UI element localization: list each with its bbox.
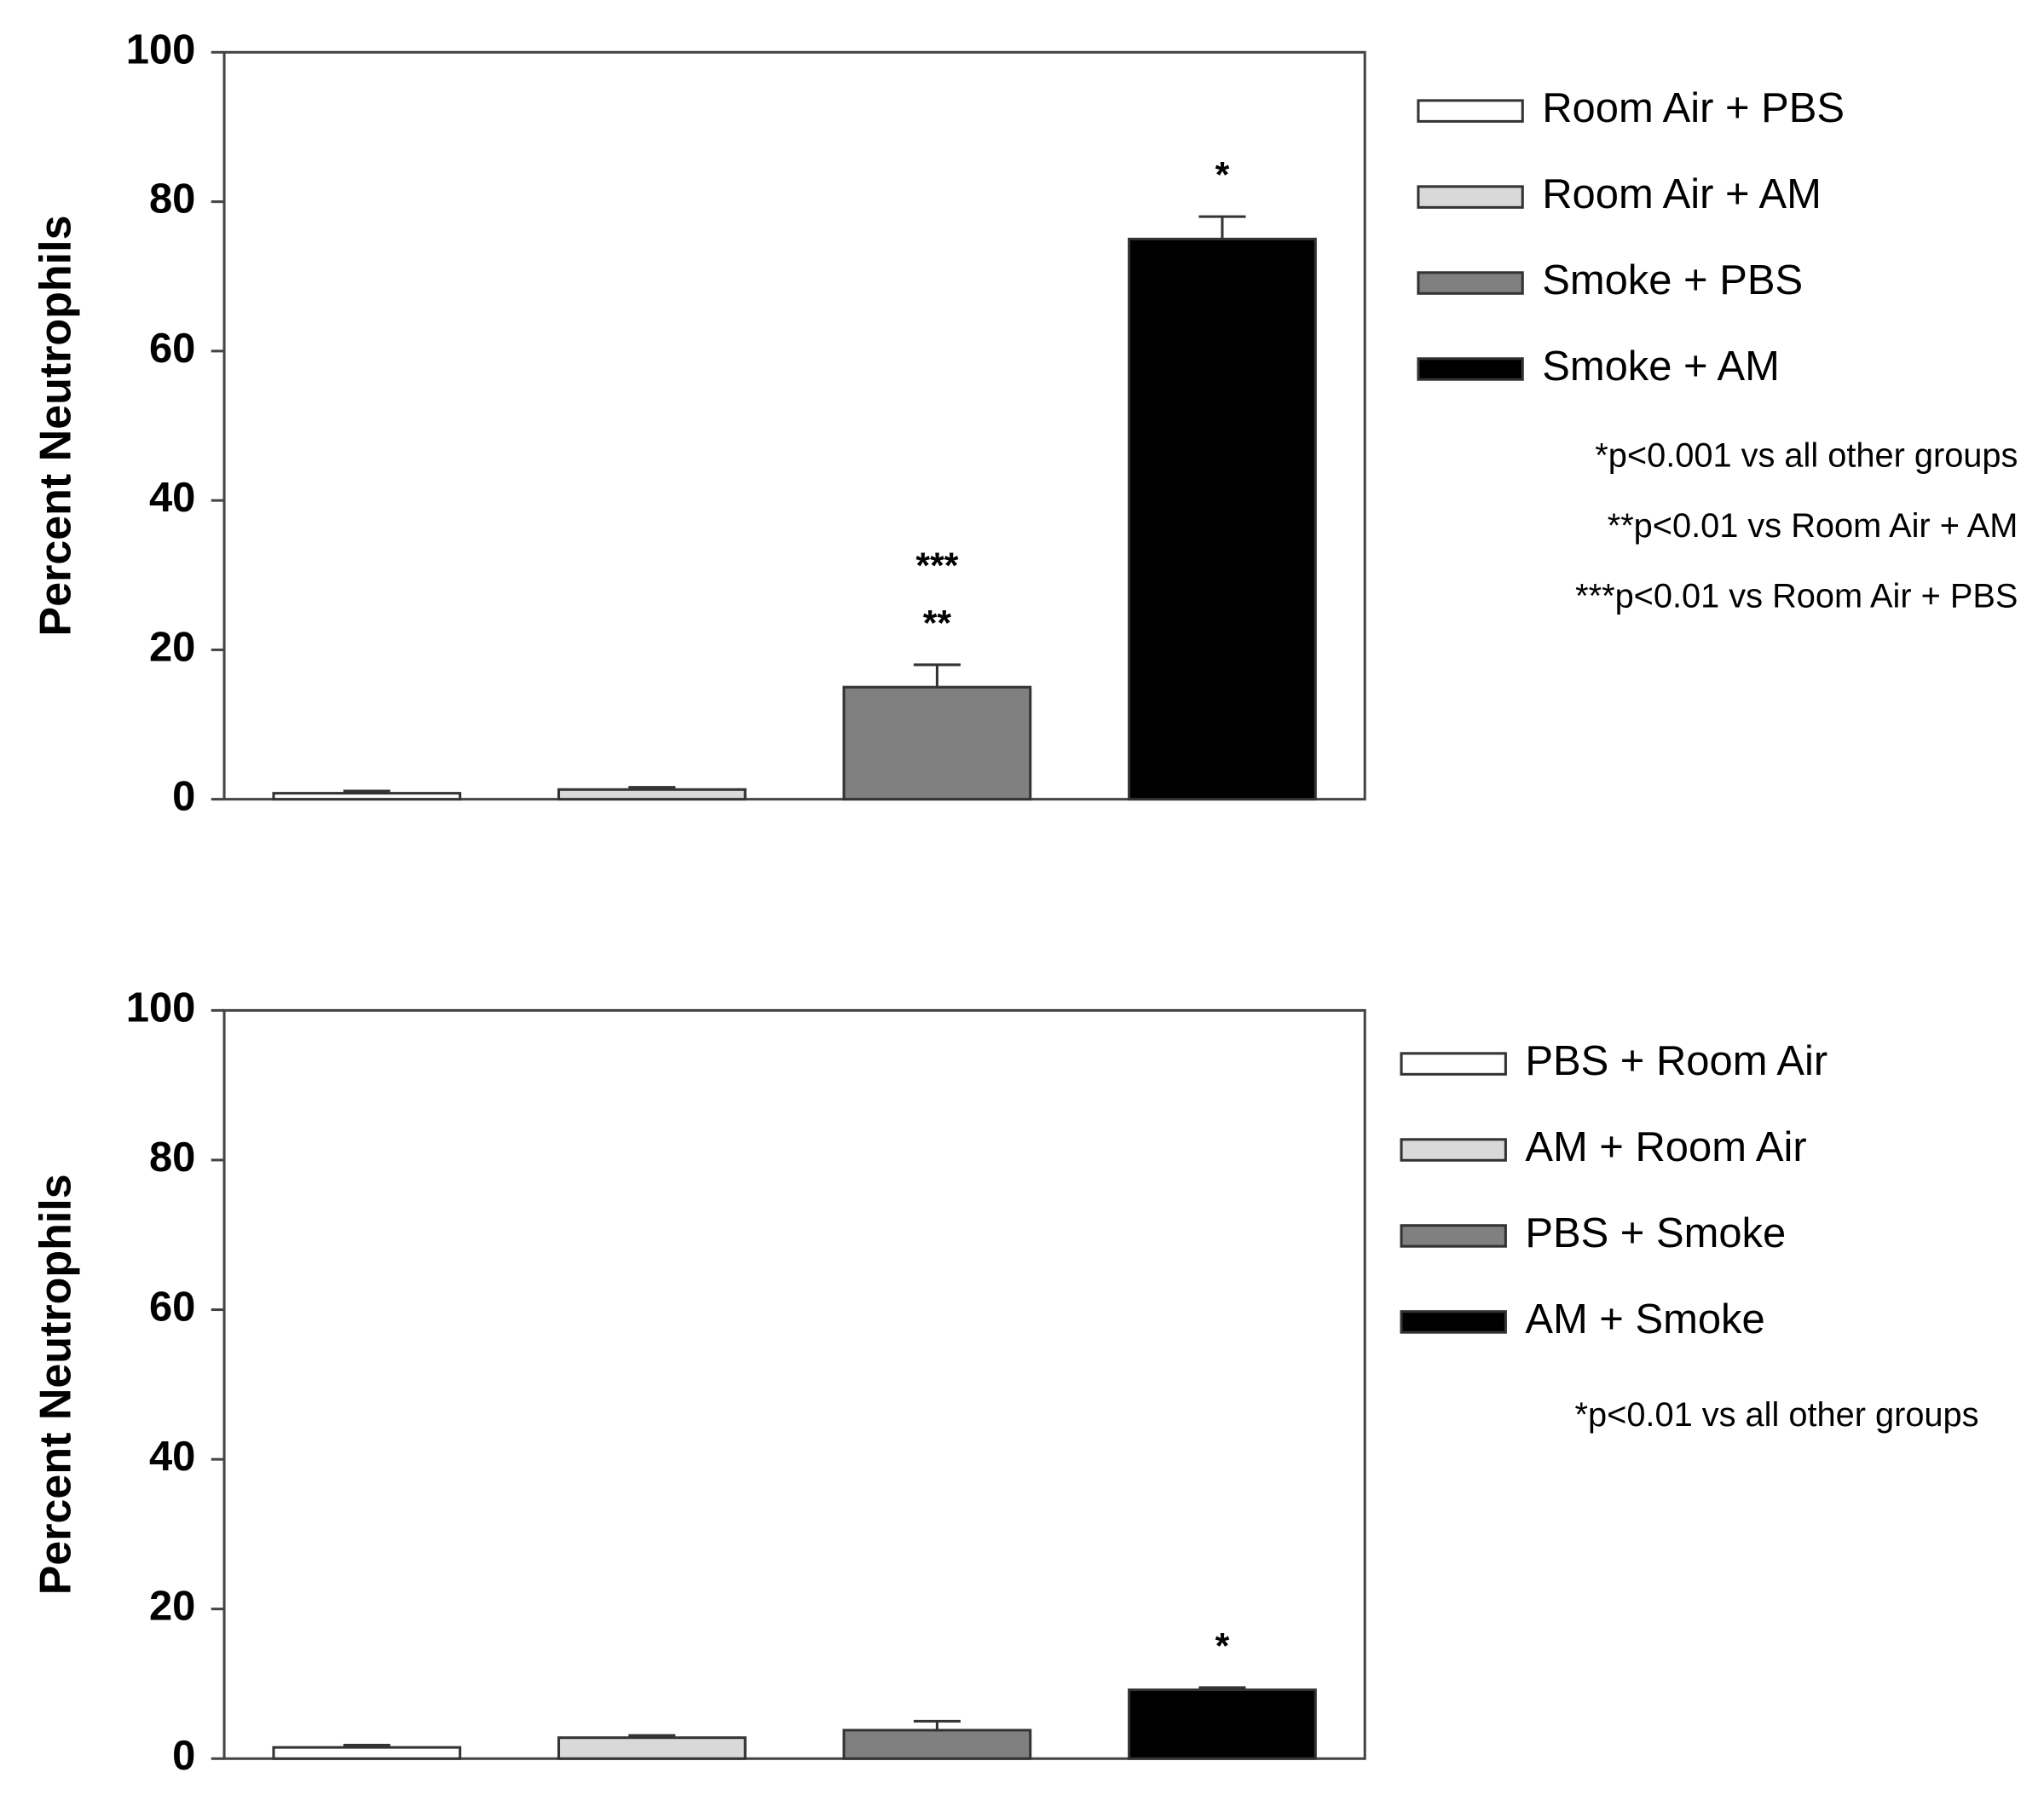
y-tick-label: 100 xyxy=(126,984,196,1031)
y-tick-label: 60 xyxy=(149,1284,195,1330)
y-tick-label: 20 xyxy=(149,624,195,670)
significance-label: * xyxy=(1215,155,1230,196)
y-tick-label: 0 xyxy=(172,774,195,820)
significance-label: ** xyxy=(923,603,952,644)
y-tick-label: 100 xyxy=(126,26,196,72)
legend-label: Smoke + AM xyxy=(1542,344,1780,390)
y-tick-label: 80 xyxy=(149,1134,195,1181)
significance-label: *** xyxy=(915,546,958,586)
legend-swatch xyxy=(1417,99,1524,123)
legend-label: Room Air + PBS xyxy=(1542,85,1845,131)
legend-label: AM + Smoke xyxy=(1525,1296,1764,1342)
legend-label: PBS + Smoke xyxy=(1525,1210,1786,1256)
y-tick-label: 40 xyxy=(149,475,195,521)
legend-label: AM + Room Air xyxy=(1525,1124,1806,1170)
footnote: *p<0.01 vs all other groups xyxy=(1575,1396,1979,1434)
y-tick-label: 60 xyxy=(149,326,195,372)
legend-swatch xyxy=(1417,271,1524,295)
bar xyxy=(557,1736,747,1760)
plot-frame xyxy=(222,1008,1366,1760)
y-tick-label: 40 xyxy=(149,1434,195,1480)
legend-label: Smoke + PBS xyxy=(1542,257,1803,303)
bar xyxy=(1128,237,1317,801)
bar xyxy=(842,1729,1032,1760)
legend-swatch xyxy=(1417,357,1524,381)
legend-swatch xyxy=(1400,1310,1507,1334)
y-axis-label: Percent Neutrophils xyxy=(32,1174,81,1595)
y-tick-label: 80 xyxy=(149,176,195,222)
bar xyxy=(842,685,1032,801)
legend-swatch xyxy=(1400,1224,1507,1248)
y-tick-label: 0 xyxy=(172,1733,195,1779)
bar xyxy=(272,1746,462,1760)
footnote: *p<0.001 vs all other groups xyxy=(1595,436,2018,474)
bar xyxy=(557,788,747,801)
significance-label: * xyxy=(1215,1625,1230,1666)
y-axis-label: Percent Neutrophils xyxy=(32,216,81,637)
plot-frame xyxy=(222,50,1366,801)
legend-swatch xyxy=(1400,1138,1507,1162)
footnote: ***p<0.01 vs Room Air + PBS xyxy=(1575,578,2018,615)
legend-label: PBS + Room Air xyxy=(1525,1038,1827,1084)
legend-swatch xyxy=(1400,1052,1507,1076)
bar xyxy=(1128,1688,1317,1760)
footnote: **p<0.01 vs Room Air + AM xyxy=(1608,507,2018,545)
bar xyxy=(272,792,462,801)
y-tick-label: 20 xyxy=(149,1584,195,1630)
legend-label: Room Air + AM xyxy=(1542,171,1822,217)
legend-swatch xyxy=(1417,185,1524,209)
